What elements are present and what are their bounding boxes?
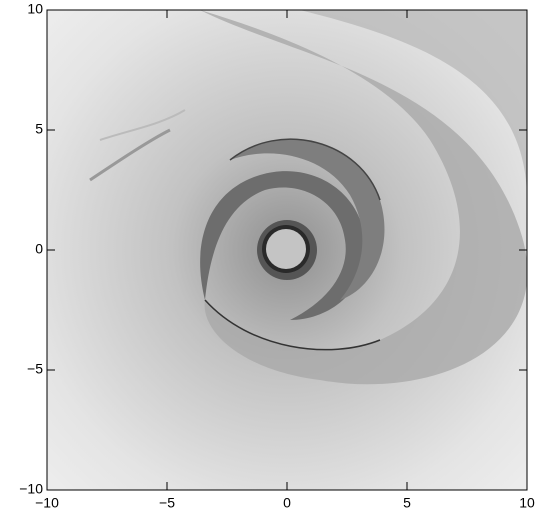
x-tick-label: 5 [403,495,411,511]
x-tick-label: −10 [35,495,59,511]
y-tick-label: −10 [19,481,43,497]
x-tick-label: 10 [519,495,535,511]
chart: −10 −5 0 5 10 −10 −5 0 5 10 [0,0,545,514]
image-field [47,10,527,490]
y-tick-label: −5 [27,361,43,377]
y-tick-label: 0 [35,241,43,257]
x-tick-label: −5 [159,495,175,511]
x-tick-label: 0 [283,495,291,511]
y-tick-label: 10 [27,1,43,17]
y-tick-label: 5 [35,121,43,137]
